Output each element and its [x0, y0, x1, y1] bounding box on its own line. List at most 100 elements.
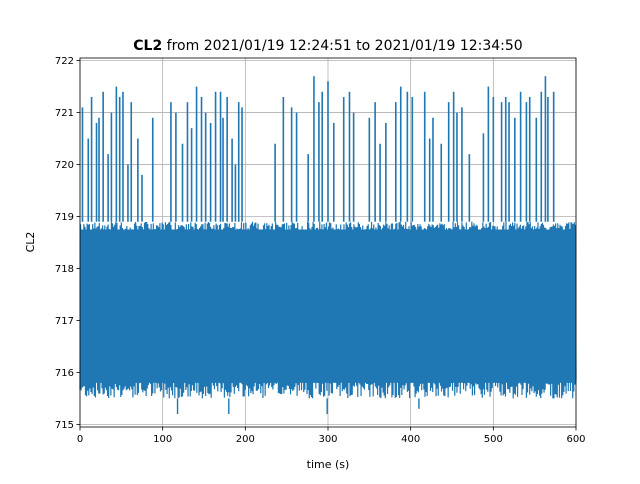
series-spike [222, 117, 224, 222]
x-axis-label: time (s) [307, 458, 350, 471]
series-spike [282, 96, 285, 222]
series-spike [461, 107, 463, 222]
series-spike [214, 91, 217, 222]
series-spike [98, 117, 100, 222]
series-dip [326, 398, 328, 415]
series-spike [468, 154, 471, 222]
series-spike [544, 76, 547, 222]
series-spike [107, 154, 109, 222]
series-spike [332, 122, 335, 222]
series-spike [452, 91, 455, 222]
x-tick-label: 100 [153, 434, 172, 445]
series-spike [81, 107, 84, 222]
series-spike [219, 91, 222, 222]
y-tick-label: 716 [55, 368, 74, 379]
series-spike [118, 96, 121, 222]
series-spike [318, 102, 320, 222]
series-spike [241, 107, 243, 222]
series-spike [87, 138, 90, 222]
series-spike [190, 128, 193, 222]
series-spike [456, 112, 458, 222]
series-spike [234, 164, 237, 222]
x-tick-label: 300 [318, 434, 337, 445]
series-spike [115, 86, 118, 222]
series-spike [535, 117, 538, 222]
series-spike [127, 164, 129, 222]
y-tick-label: 721 [55, 108, 74, 119]
series-spike [90, 96, 93, 222]
series-spike [290, 107, 293, 222]
series-spike [552, 91, 555, 222]
series-spike [547, 96, 549, 222]
series-spike [342, 96, 345, 222]
series-spike [394, 102, 397, 222]
y-tick-label: 720 [55, 160, 74, 171]
series-spike [237, 102, 240, 222]
x-tick-label: 500 [484, 434, 503, 445]
series-spike [528, 96, 531, 222]
x-tick-label: 0 [77, 434, 83, 445]
series-spike [447, 102, 450, 222]
series-spike [130, 102, 133, 222]
series-spike [313, 76, 315, 222]
series-spike [181, 143, 184, 222]
series-spike [274, 143, 276, 222]
series-spike [504, 96, 507, 222]
x-tick-label: 200 [236, 434, 255, 445]
series-spike [385, 122, 387, 222]
series-spike [440, 143, 443, 222]
series-dip [176, 398, 179, 415]
series-spike [508, 102, 510, 222]
series-spike [368, 117, 371, 222]
series-spike [321, 91, 324, 222]
series-spike [137, 138, 139, 222]
y-axis: 715 716 717 718 719 720 721 722 [55, 56, 80, 431]
y-tick-label: 717 [55, 316, 74, 327]
x-tick-label: 600 [566, 434, 585, 445]
series-spike [482, 133, 485, 222]
series-spike [374, 102, 376, 222]
chart-title: CL2 from 2021/01/19 12:24:51 to 2021/01/… [133, 38, 522, 54]
y-tick-label: 719 [55, 212, 74, 223]
series-spike [209, 122, 212, 222]
chart-title-rest: from 2021/01/19 12:24:51 to 2021/01/19 1… [162, 38, 522, 54]
series-dip [228, 398, 230, 415]
series-spike [348, 91, 351, 222]
series-spike [540, 91, 543, 222]
series-spike [151, 117, 154, 222]
y-tick-label: 715 [55, 420, 74, 431]
x-axis: 0 100 200 300 400 500 600 [77, 427, 586, 445]
series-spike [226, 96, 228, 222]
series-spike [200, 96, 203, 222]
series-spike [428, 138, 431, 222]
series-spike [307, 154, 309, 222]
series-spike [519, 91, 522, 222]
series-spike [95, 122, 98, 222]
series-spike [352, 112, 355, 222]
series-spike [379, 143, 381, 222]
x-tick-label: 400 [401, 434, 420, 445]
series-spike [406, 91, 409, 222]
series-spike [514, 117, 516, 222]
series-spike [110, 112, 113, 222]
series-spike [102, 91, 104, 222]
series-spike [423, 91, 426, 222]
y-tick-label: 718 [55, 264, 74, 275]
series-spike [141, 174, 143, 222]
series-spike [195, 86, 198, 222]
series-spike [231, 138, 233, 222]
series-spike [204, 112, 207, 222]
data-series [79, 76, 577, 415]
series-core [80, 229, 576, 383]
series-spike [295, 112, 298, 222]
series-spike [327, 81, 329, 222]
y-axis-label: CL2 [24, 232, 37, 253]
series-spike [175, 112, 177, 222]
series-spike [487, 86, 490, 222]
series-spike [432, 117, 434, 222]
series-spike [411, 96, 414, 222]
series-spike [122, 91, 124, 222]
series-spike [492, 96, 495, 222]
y-tick-label: 722 [55, 56, 74, 67]
